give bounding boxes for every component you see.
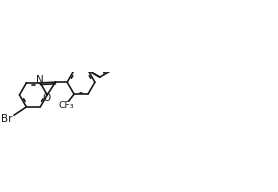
Text: CF₃: CF₃ (59, 101, 74, 110)
Text: O: O (42, 93, 50, 103)
Text: N: N (36, 75, 43, 85)
Text: Br: Br (1, 114, 13, 124)
